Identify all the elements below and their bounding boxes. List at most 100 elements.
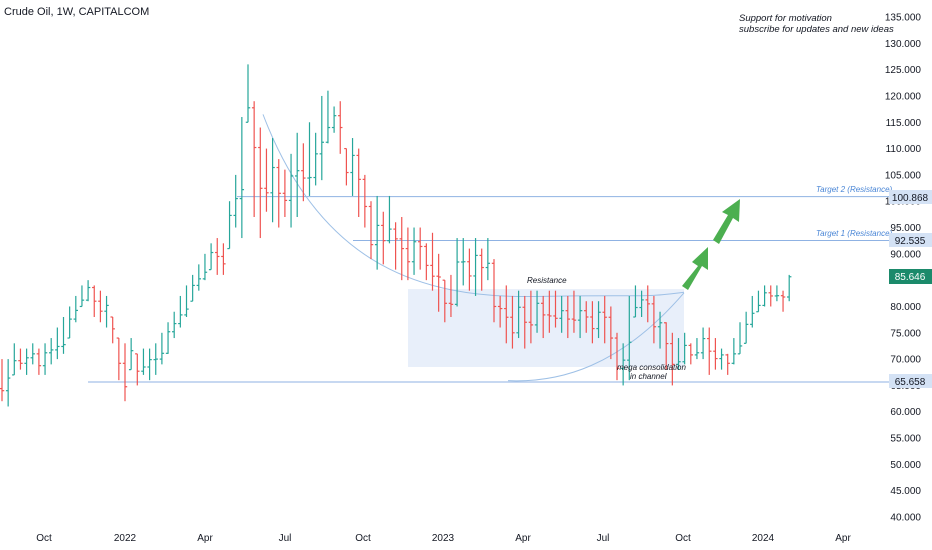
candle xyxy=(442,279,447,323)
candle xyxy=(682,332,687,365)
candle xyxy=(780,290,786,312)
candle xyxy=(405,227,411,281)
candle xyxy=(639,290,644,317)
target-2-tag xyxy=(889,190,932,204)
candle xyxy=(18,348,23,370)
candle xyxy=(411,227,417,275)
candle xyxy=(670,332,675,386)
x-axis: Oct 2022 Apr Jul Oct 2023 Apr Jul Oct 2024 Apr xyxy=(36,533,851,544)
candle xyxy=(467,248,472,291)
candle xyxy=(700,327,706,360)
candle xyxy=(264,148,269,212)
promo-line-2: subscribe for updates and new ideas xyxy=(739,24,894,35)
candle xyxy=(42,343,48,375)
candle xyxy=(245,64,251,123)
candle xyxy=(313,132,318,186)
y-tick-label: 70.000 xyxy=(890,355,921,366)
candle xyxy=(116,337,122,381)
candle xyxy=(504,285,509,344)
candle xyxy=(362,174,368,228)
arrow-up-1-icon xyxy=(682,247,708,290)
candle xyxy=(694,338,700,360)
candle xyxy=(454,238,460,307)
candle xyxy=(731,338,737,365)
y-tick-label: 40.000 xyxy=(890,513,921,524)
candle xyxy=(719,348,724,370)
x-tick-label: Oct xyxy=(355,533,371,544)
candle xyxy=(338,101,343,154)
candle xyxy=(221,243,226,275)
candle xyxy=(602,295,607,344)
candle xyxy=(688,343,693,365)
candle xyxy=(92,285,97,317)
x-tick-label: Jul xyxy=(597,533,610,544)
candle xyxy=(381,211,386,265)
candle xyxy=(67,306,72,339)
candle xyxy=(0,359,5,402)
candle xyxy=(565,295,570,339)
candle xyxy=(725,353,730,375)
candle xyxy=(239,117,245,239)
candle xyxy=(215,238,220,275)
y-tick-label: 75.000 xyxy=(890,328,921,339)
candle xyxy=(295,132,300,217)
candle xyxy=(528,290,534,344)
candle xyxy=(387,195,392,244)
y-tick-label: 110.000 xyxy=(886,144,922,155)
candle xyxy=(393,222,398,270)
candle xyxy=(159,332,165,365)
candle xyxy=(577,295,583,339)
candle xyxy=(707,327,712,375)
y-tick-label: 45.000 xyxy=(890,486,921,497)
candle xyxy=(374,195,380,270)
candle xyxy=(30,343,35,365)
target-1-label: Target 1 (Resistance) xyxy=(816,229,893,238)
candle xyxy=(36,348,42,375)
candle xyxy=(288,153,294,228)
y-tick-label: 120.000 xyxy=(885,91,922,102)
candle xyxy=(202,253,208,281)
candle xyxy=(497,295,503,328)
candle xyxy=(461,238,466,286)
candle xyxy=(645,285,650,323)
candle xyxy=(24,348,29,375)
target-1-value: 92.535 xyxy=(895,236,926,247)
y-tick-label: 50.000 xyxy=(890,460,921,471)
x-tick-label: Oct xyxy=(36,533,52,544)
channel-curve xyxy=(507,292,685,382)
candle xyxy=(196,264,201,291)
candle xyxy=(627,295,632,381)
candle xyxy=(608,306,614,360)
candle xyxy=(534,290,540,333)
candle xyxy=(485,238,491,281)
y-tick-label: 55.000 xyxy=(890,434,921,445)
candle xyxy=(79,285,85,308)
y-tick-label: 125.000 xyxy=(885,65,922,76)
target-2-label: Target 2 (Resistance) xyxy=(816,185,893,194)
candle xyxy=(368,201,374,260)
candle xyxy=(620,343,626,386)
candle xyxy=(356,148,361,217)
candles xyxy=(0,64,792,407)
candle xyxy=(153,343,158,375)
y-tick-label: 130.000 xyxy=(885,39,922,50)
candle xyxy=(282,169,288,217)
candle xyxy=(584,301,589,333)
support-value: 65.658 xyxy=(895,377,926,388)
candle xyxy=(651,295,657,344)
candle xyxy=(774,285,780,302)
x-tick-label: Apr xyxy=(515,533,531,544)
candle xyxy=(743,311,749,344)
candle xyxy=(424,243,429,281)
candle xyxy=(147,348,152,381)
x-tick-label: 2024 xyxy=(752,533,775,544)
candle xyxy=(633,285,638,318)
candle xyxy=(110,316,115,344)
candle xyxy=(184,285,189,317)
y-tick-label: 90.000 xyxy=(890,249,921,260)
candle xyxy=(190,274,195,302)
candle xyxy=(208,243,214,271)
candle xyxy=(307,122,312,196)
candle xyxy=(448,274,454,317)
